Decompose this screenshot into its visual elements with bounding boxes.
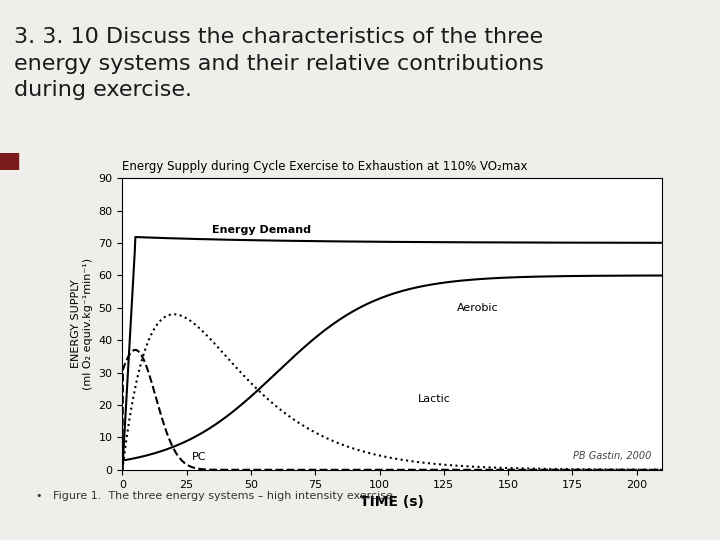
Bar: [0, 153, 18, 170]
Text: PB Gastin, 2000: PB Gastin, 2000: [573, 451, 652, 461]
Text: Energy Supply during Cycle Exercise to Exhaustion at 110% VO₂max: Energy Supply during Cycle Exercise to E…: [122, 160, 528, 173]
Y-axis label: ENERGY SUPPLY
(ml O₂ equiv.kg⁻¹min⁻¹): ENERGY SUPPLY (ml O₂ equiv.kg⁻¹min⁻¹): [71, 258, 93, 390]
Text: PC: PC: [192, 452, 207, 462]
Text: •   Figure 1.  The three energy systems – high intensity exercise.: • Figure 1. The three energy systems – h…: [36, 491, 397, 502]
Text: Energy Demand: Energy Demand: [212, 225, 311, 235]
Text: Lactic: Lactic: [418, 394, 451, 403]
Text: Aerobic: Aerobic: [456, 303, 498, 313]
Text: 3. 3. 10 Discuss the characteristics of the three
energy systems and their relat: 3. 3. 10 Discuss the characteristics of …: [14, 27, 544, 100]
X-axis label: TIME (s): TIME (s): [361, 495, 424, 509]
